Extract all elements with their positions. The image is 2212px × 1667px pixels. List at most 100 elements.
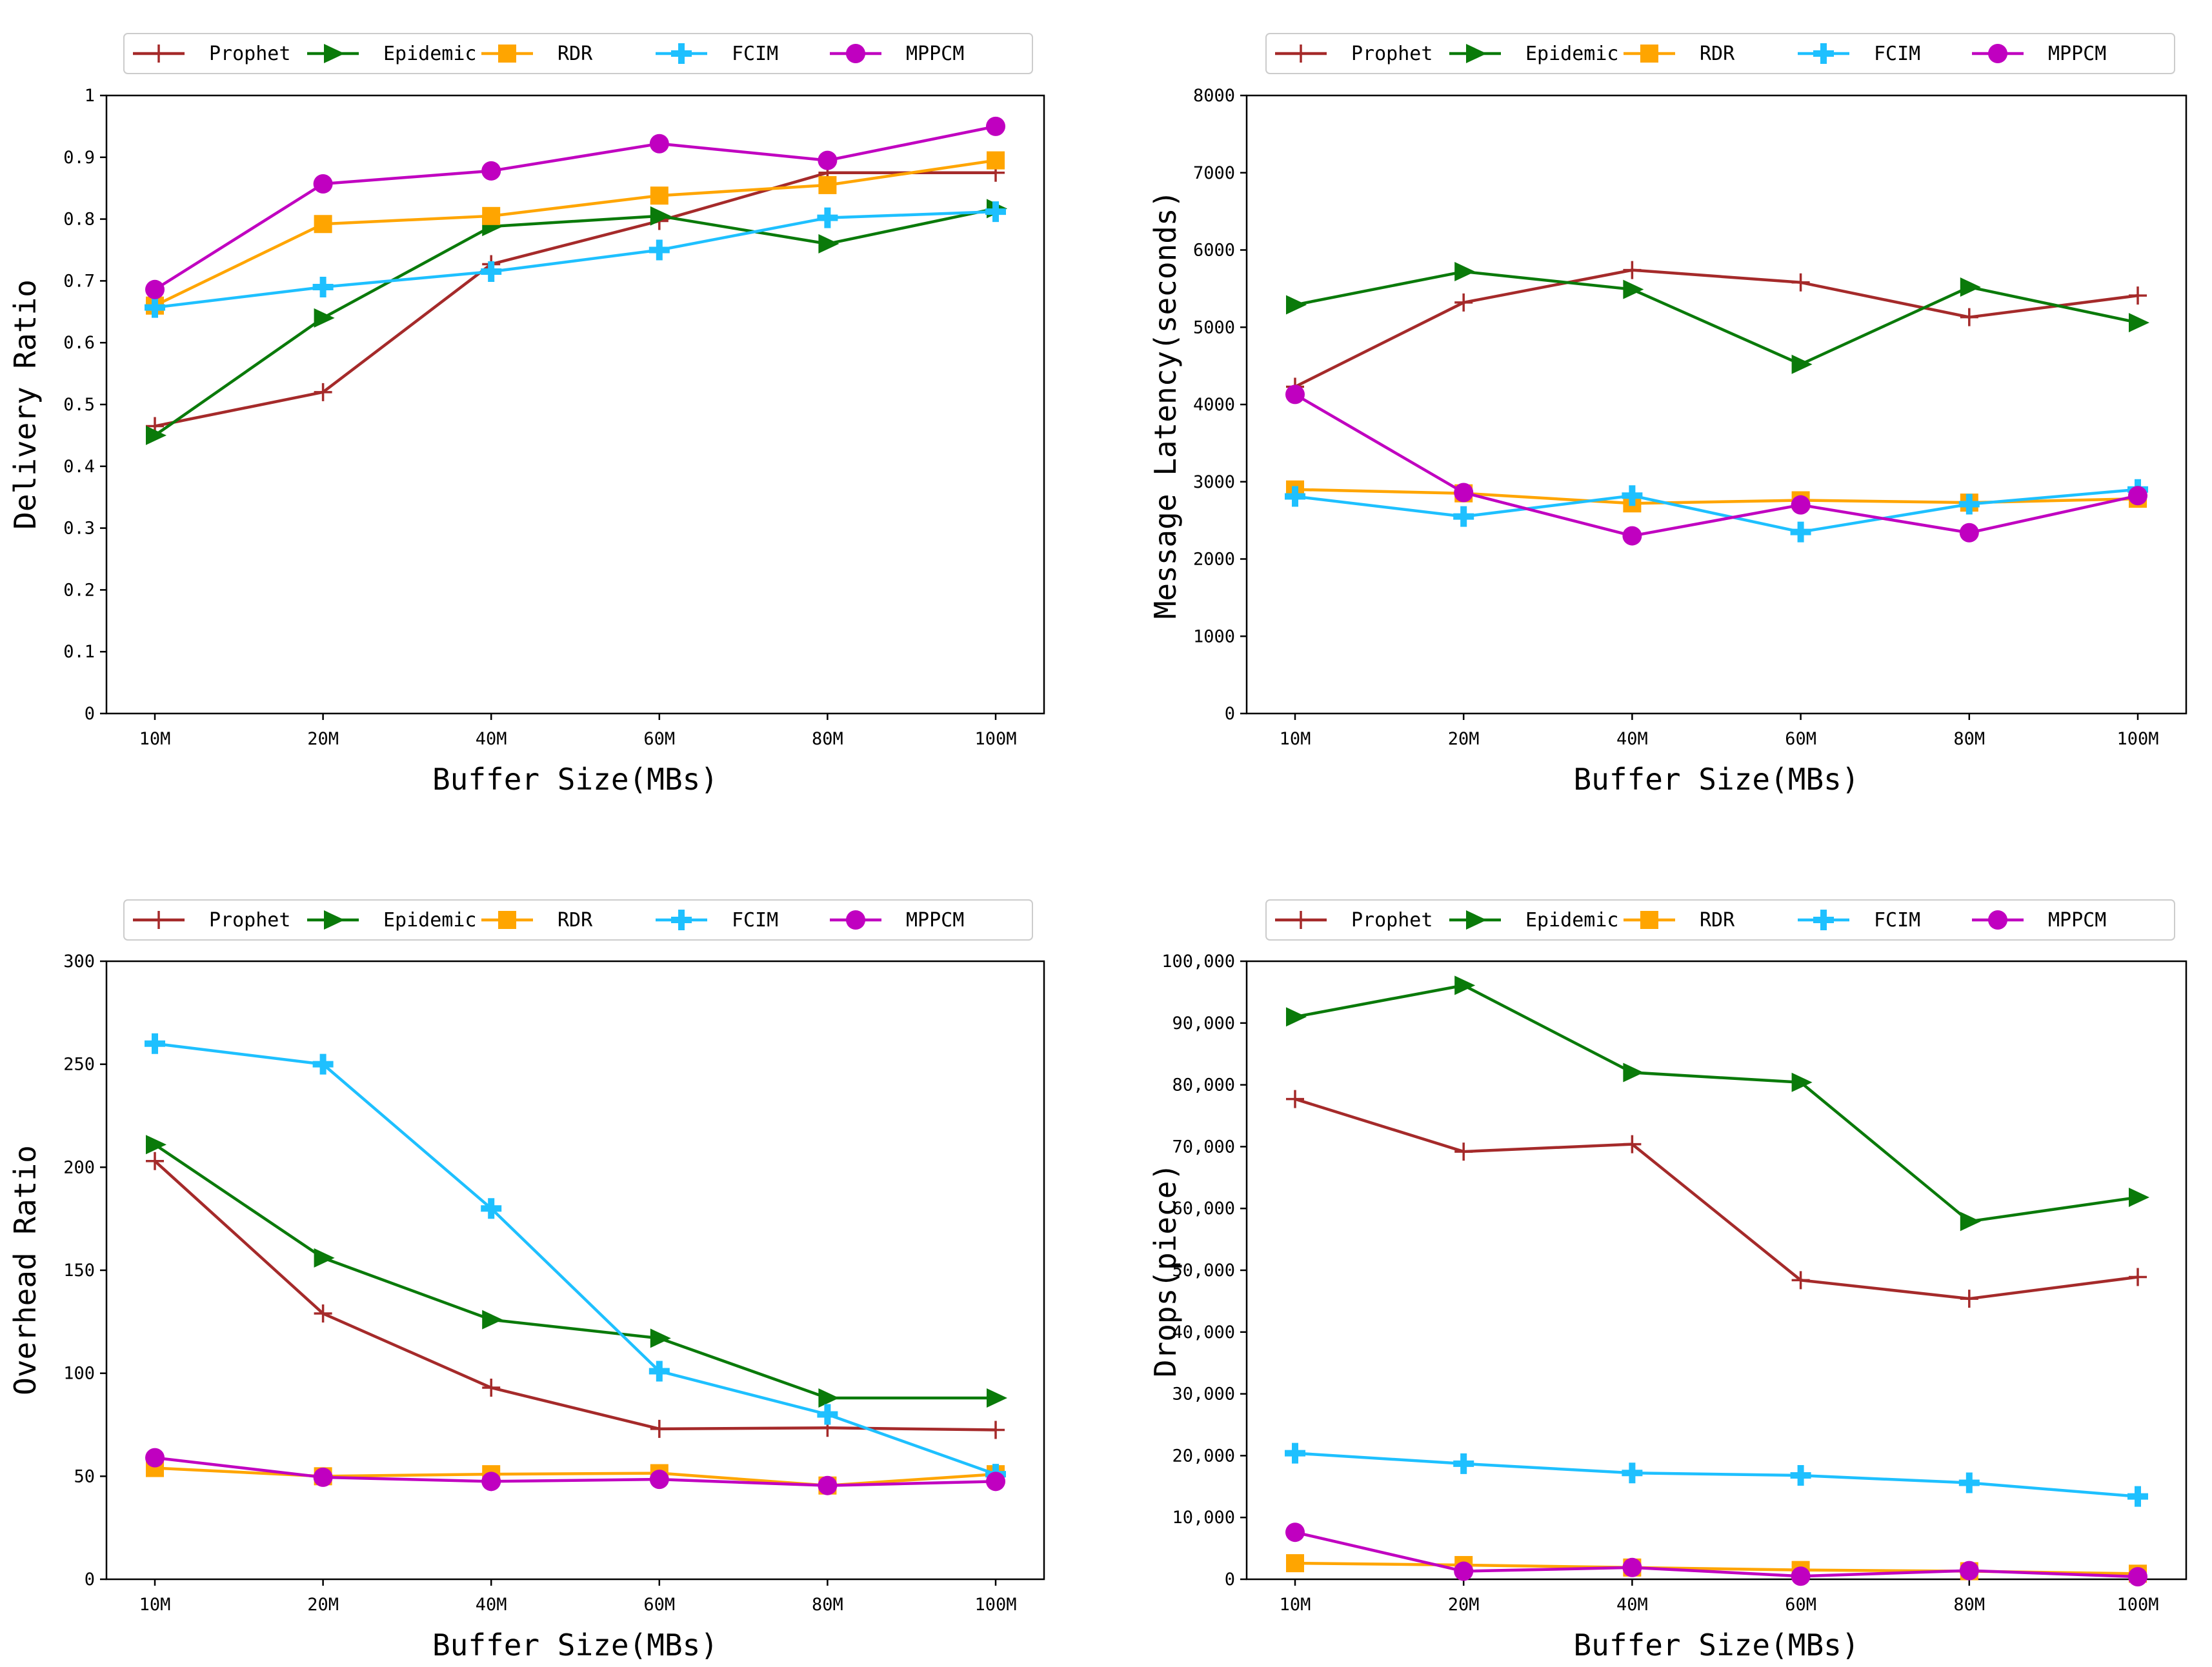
plot-frame bbox=[1245, 960, 2187, 1581]
y-tick-label: 0 bbox=[85, 1570, 95, 1590]
chart-panel-4: 0 10,000 20,000 30,000 40,000 50,000 60,000 70,… bbox=[1148, 899, 2187, 1662]
x-tick-label: 80M bbox=[812, 1595, 843, 1615]
data-point bbox=[1791, 1566, 1811, 1586]
data-point bbox=[818, 1388, 840, 1408]
data-point bbox=[1622, 1557, 1642, 1577]
data-point bbox=[146, 1152, 164, 1170]
data-point bbox=[1453, 506, 1474, 527]
legend-entry: Prophet bbox=[1275, 909, 1433, 932]
series-rdr bbox=[146, 151, 1005, 315]
legend-marker bbox=[498, 45, 516, 63]
legend-entry: RDR bbox=[481, 909, 593, 932]
chart-panel-2: 0 1000 2000 3000 4000 5000 6000 7000 8000 10M 20M 4… bbox=[1148, 33, 2187, 797]
data-point bbox=[1959, 523, 1979, 543]
data-point bbox=[649, 1361, 670, 1382]
series-epidemic bbox=[146, 199, 1007, 445]
data-point bbox=[1285, 1442, 1305, 1464]
data-point bbox=[1286, 1090, 1304, 1108]
legend-label: RDR bbox=[558, 43, 593, 65]
x-axis-title: Buffer Size(MBs) bbox=[432, 762, 718, 797]
data-point bbox=[2128, 486, 2147, 506]
y-axis-title: Message Latency(seconds) bbox=[1148, 190, 1183, 619]
y-tick-label: 70,000 bbox=[1172, 1137, 1235, 1157]
data-point bbox=[145, 1033, 165, 1054]
legend-label: Prophet bbox=[209, 909, 290, 932]
data-point bbox=[482, 206, 501, 225]
legend-label: FCIM bbox=[1874, 909, 1920, 932]
data-point bbox=[818, 234, 840, 254]
legend-marker bbox=[1813, 43, 1834, 64]
series-line bbox=[154, 1160, 996, 1432]
series-line bbox=[1294, 1530, 2138, 1579]
y-tick-label: 30,000 bbox=[1172, 1384, 1235, 1404]
y-tick-label: 8000 bbox=[1193, 86, 1235, 106]
data-point bbox=[146, 1135, 166, 1155]
data-point bbox=[145, 279, 165, 299]
x-tick-label: 40M bbox=[476, 729, 507, 749]
x-tick-label: 40M bbox=[1616, 729, 1648, 749]
data-point bbox=[818, 1475, 838, 1495]
data-point bbox=[817, 1404, 838, 1425]
series-line bbox=[1294, 270, 2138, 366]
data-point bbox=[314, 308, 335, 328]
legend-label: FCIM bbox=[732, 43, 778, 65]
legend-entry: Epidemic bbox=[1449, 43, 1619, 65]
y-tick-label: 60,000 bbox=[1172, 1199, 1235, 1219]
series-line bbox=[154, 1466, 996, 1487]
x-tick-label: 60M bbox=[1785, 1595, 1816, 1615]
data-point bbox=[987, 1388, 1007, 1408]
data-point bbox=[986, 1472, 1005, 1492]
legend-entry: Epidemic bbox=[307, 909, 477, 932]
legend-marker bbox=[671, 910, 692, 930]
y-tick-label: 50 bbox=[74, 1466, 95, 1486]
data-point bbox=[1622, 526, 1642, 546]
data-point bbox=[313, 1467, 333, 1487]
data-point bbox=[818, 175, 837, 194]
data-point bbox=[1622, 1462, 1643, 1484]
series-fcim bbox=[1285, 479, 2148, 543]
x-tick-label: 80M bbox=[812, 729, 843, 749]
y-tick-label: 40,000 bbox=[1172, 1323, 1235, 1343]
legend-entry: Prophet bbox=[133, 43, 290, 65]
series-line bbox=[1294, 268, 2138, 388]
series-line bbox=[1294, 488, 2138, 534]
series-mppcm bbox=[145, 116, 1005, 299]
y-tick-label: 0.6 bbox=[63, 333, 95, 353]
data-point bbox=[1454, 1561, 1474, 1581]
data-point bbox=[1454, 1143, 1473, 1161]
y-tick-label: 300 bbox=[63, 952, 95, 972]
data-point bbox=[2129, 1187, 2149, 1207]
legend-frame bbox=[123, 899, 1033, 941]
y-tick-label: 1 bbox=[85, 86, 95, 106]
legend-marker bbox=[324, 910, 345, 930]
data-point bbox=[1623, 261, 1642, 279]
y-tick-label: 4000 bbox=[1193, 395, 1235, 415]
series-prophet bbox=[146, 1152, 1005, 1439]
data-point bbox=[146, 425, 166, 445]
legend-label: MPPCM bbox=[906, 909, 964, 932]
data-point bbox=[1454, 293, 1473, 312]
legend-entry: Prophet bbox=[1275, 43, 1433, 65]
data-point bbox=[314, 383, 332, 401]
y-tick-label: 150 bbox=[63, 1261, 95, 1281]
x-tick-label: 20M bbox=[1448, 1595, 1480, 1615]
data-point bbox=[482, 1310, 503, 1330]
series-mppcm bbox=[1285, 384, 2147, 546]
series-line bbox=[154, 171, 996, 428]
data-point bbox=[1960, 277, 1981, 297]
legend-entry: FCIM bbox=[1798, 43, 1920, 65]
y-tick-label: 90,000 bbox=[1172, 1013, 1235, 1033]
data-point bbox=[2129, 313, 2149, 333]
series-line bbox=[1294, 393, 2138, 537]
legend-marker bbox=[150, 911, 168, 929]
legend-label: Epidemic bbox=[383, 909, 477, 932]
chart-panel-3: 0 50 100 150 200 250 300 10M 20M 40M 60M 80M 100M Buf… bbox=[8, 899, 1045, 1662]
data-point bbox=[314, 1304, 332, 1323]
y-tick-label: 20,000 bbox=[1172, 1446, 1235, 1466]
y-tick-label: 0.8 bbox=[63, 210, 95, 230]
data-point bbox=[1622, 485, 1643, 506]
y-tick-label: 0.3 bbox=[63, 519, 95, 539]
y-tick-label: 250 bbox=[63, 1055, 95, 1075]
series-rdr bbox=[1286, 1554, 2147, 1583]
data-point bbox=[481, 1472, 501, 1492]
